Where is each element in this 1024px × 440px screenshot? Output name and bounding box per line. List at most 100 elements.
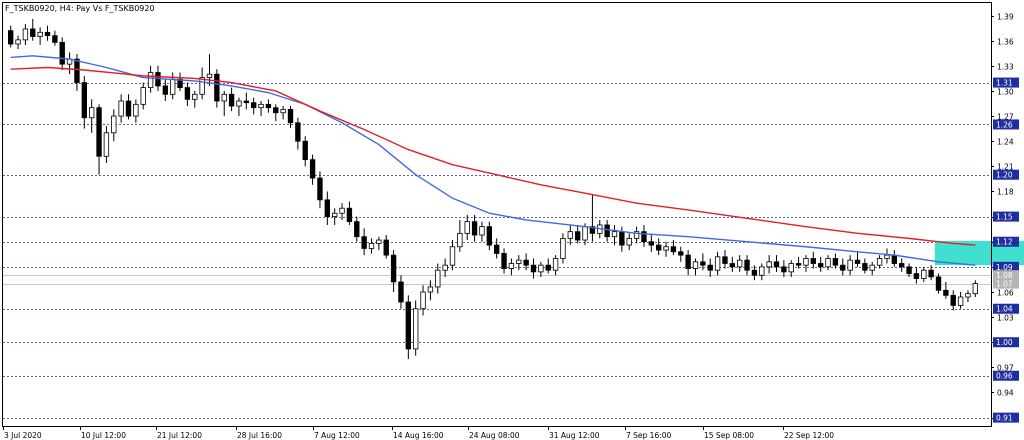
- candle: [545, 258, 551, 274]
- candle: [493, 238, 500, 259]
- x-tick-label: 7 Aug 12:00: [314, 431, 360, 440]
- current-price-badge: [993, 278, 1019, 289]
- x-tick-label: 10 Jul 12:00: [81, 431, 126, 440]
- level-badge-label: 1.20: [996, 171, 1013, 180]
- level-badge: [993, 261, 1019, 272]
- plot-area-border: [2, 2, 992, 427]
- candle-body-bullish: [479, 226, 485, 236]
- candle: [773, 255, 780, 272]
- candle: [589, 194, 596, 242]
- candle-body-bearish: [832, 258, 839, 266]
- candle-body-bullish: [788, 263, 794, 273]
- candle: [324, 191, 331, 225]
- level-badge: [993, 303, 1019, 314]
- candle: [906, 263, 912, 277]
- candle-body-bearish: [346, 207, 353, 223]
- level-badge-label: 1.09: [996, 263, 1013, 272]
- candle: [810, 251, 817, 269]
- candle: [943, 281, 949, 299]
- candle-body-bearish: [678, 251, 684, 256]
- candle-body-bullish: [15, 39, 21, 45]
- y-tick-label: 1.06: [997, 289, 1014, 298]
- candle-body-bearish: [228, 93, 235, 107]
- candle: [516, 255, 522, 271]
- candle: [523, 253, 529, 271]
- candle: [530, 258, 537, 279]
- candle-body-bearish: [317, 177, 323, 201]
- candle: [7, 25, 14, 48]
- candle-body-bearish: [74, 58, 80, 83]
- candle-body-bullish: [442, 264, 448, 271]
- candle-body-bearish: [589, 226, 596, 234]
- candle: [140, 82, 146, 110]
- candle: [258, 101, 264, 117]
- x-tick-label: 22 Sep 12:00: [784, 431, 834, 440]
- candle-body-bullish: [280, 108, 286, 114]
- candle-body-bearish: [44, 31, 51, 37]
- candle: [847, 255, 853, 276]
- candle: [199, 67, 205, 100]
- candle: [250, 97, 257, 115]
- candle-body-bearish: [950, 294, 956, 306]
- candle-body-bearish: [493, 244, 500, 254]
- candle-body-bullish: [714, 256, 721, 271]
- candle-body-bearish: [214, 73, 220, 102]
- candle: [427, 280, 434, 301]
- candle: [471, 214, 478, 242]
- candle: [655, 238, 662, 256]
- candle: [935, 273, 942, 294]
- candle: [781, 260, 787, 277]
- time-axis[interactable]: 3 Jul 2020 10 Jul 12:00 21 Jul 12:00 28 Jul…: [3, 426, 835, 440]
- candle-body-bearish: [243, 100, 250, 104]
- candle-body-bearish: [722, 256, 728, 264]
- candle: [552, 255, 559, 276]
- candle-body-bullish: [133, 103, 139, 117]
- candle-body-bearish: [7, 30, 14, 45]
- x-tick-label: 14 Aug 16:00: [393, 431, 444, 440]
- candle: [221, 90, 227, 117]
- candle: [574, 224, 581, 244]
- y-tick-label: 1.18: [997, 188, 1014, 197]
- candle: [457, 219, 463, 252]
- candle: [950, 290, 956, 311]
- candle-body-bullish: [611, 231, 618, 238]
- candle: [825, 255, 831, 271]
- candle-body-bearish: [184, 87, 191, 100]
- moving-averages: [10, 55, 976, 266]
- candle: [464, 214, 470, 241]
- candle: [965, 290, 971, 303]
- candle: [302, 136, 308, 167]
- candle-body-bullish: [22, 28, 29, 41]
- candle: [368, 238, 375, 254]
- candle: [192, 90, 198, 108]
- y-tick-label: 1.36: [997, 38, 1014, 47]
- level-badge-label: 1.00: [996, 338, 1013, 347]
- candle: [317, 171, 323, 209]
- candle-body-bearish: [125, 100, 132, 117]
- candle: [707, 258, 713, 277]
- candle: [604, 219, 610, 242]
- candle-body-bearish: [361, 236, 367, 249]
- candle-body-bearish: [840, 264, 846, 271]
- y-tick-label: 0.94: [997, 389, 1014, 398]
- candle-body-bearish: [935, 276, 942, 291]
- candle: [876, 255, 883, 269]
- candle-body-bearish: [604, 224, 610, 238]
- y-tick-label: 1.33: [997, 63, 1014, 72]
- candle: [346, 201, 353, 225]
- candle: [913, 266, 920, 284]
- candle: [22, 23, 29, 45]
- candle: [560, 233, 566, 264]
- x-tick-label: 28 Jul 16:00: [237, 431, 282, 440]
- candle-body-bullish: [192, 93, 198, 100]
- candle: [243, 92, 250, 110]
- candle-body-bullish: [560, 237, 566, 259]
- y-tick-label: 1.24: [997, 138, 1014, 147]
- candle: [663, 241, 669, 257]
- x-tick-label: 21 Jul 12:00: [157, 431, 202, 440]
- candle-body-bullish: [876, 258, 883, 266]
- candle-body-bearish: [641, 231, 647, 243]
- candle: [81, 75, 88, 129]
- candle: [280, 106, 286, 120]
